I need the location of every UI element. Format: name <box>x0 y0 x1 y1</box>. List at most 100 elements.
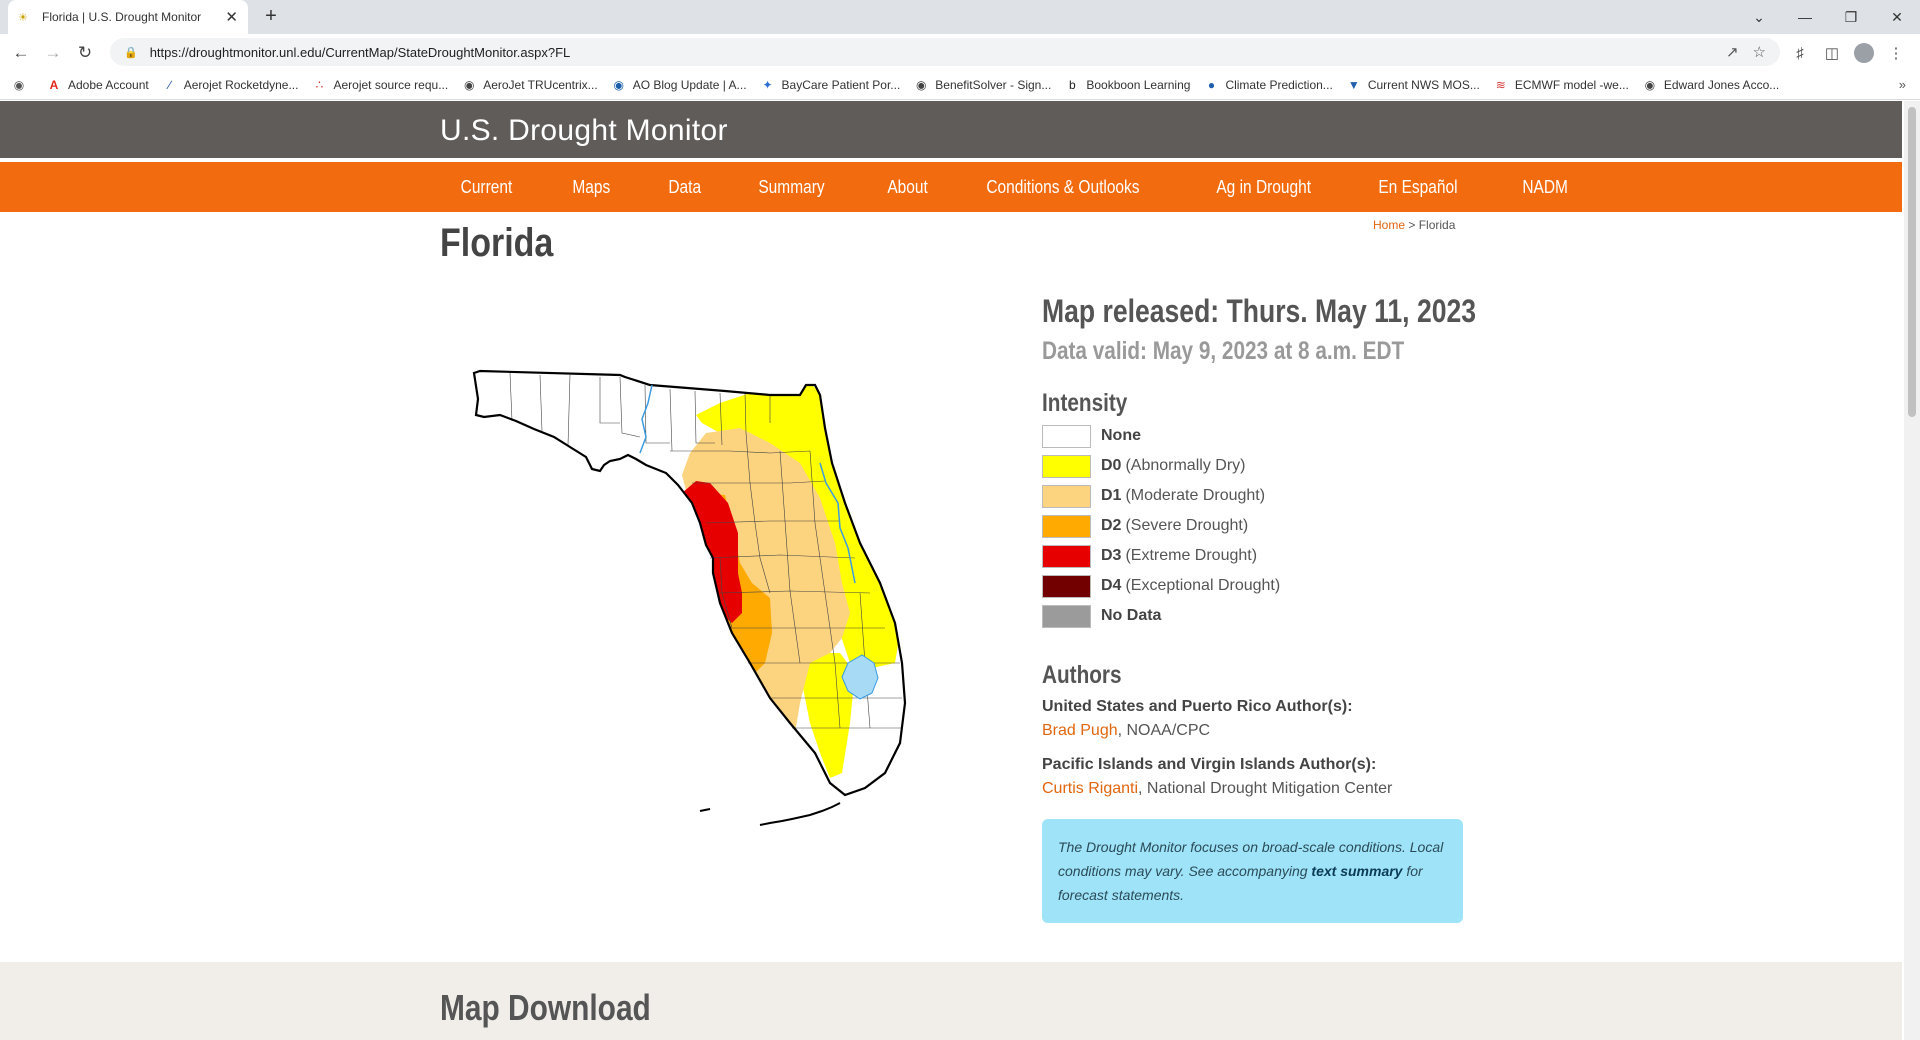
nav-item-nadm[interactable]: NADM <box>1522 176 1569 197</box>
nav-item-data[interactable]: Data <box>668 176 702 197</box>
bookmark-star-icon[interactable]: ☆ <box>1752 44 1766 61</box>
st-johns-river <box>819 462 856 584</box>
back-button[interactable]: ← <box>12 43 30 62</box>
map-d0-south-area <box>800 653 855 778</box>
dots-icon: ∴ <box>315 77 324 92</box>
florida-drought-map[interactable] <box>470 333 1010 853</box>
intensity-legend: None D0 (Abnormally Dry) D1 (Moderate Drough… <box>1042 421 1280 631</box>
extensions-icon[interactable]: ♯ <box>1796 44 1804 62</box>
bookmark-label: BayCare Patient Por... <box>781 77 901 92</box>
breadcrumb-home-link[interactable]: Home <box>1373 218 1406 232</box>
bookmark-apps[interactable]: ◉ <box>12 78 33 92</box>
bookmark-item[interactable]: ● Climate Prediction... <box>1204 77 1333 92</box>
scrollbar-thumb[interactable] <box>1908 107 1916 417</box>
legend-item: D0 (Abnormally Dry) <box>1042 451 1280 481</box>
us-author-link[interactable]: Brad Pugh <box>1042 722 1118 739</box>
tab-search-chevron-icon[interactable]: ⌄ <box>1753 8 1765 25</box>
pi-authors-label: Pacific Islands and Virgin Islands Autho… <box>1042 756 1377 773</box>
page-scrollbar[interactable] <box>1904 101 1920 1040</box>
minimize-button[interactable]: — <box>1798 9 1812 25</box>
reload-button[interactable]: ↻ <box>77 43 93 62</box>
bookmark-label: AeroJet TRUcentrix... <box>483 77 598 92</box>
bookmark-item[interactable]: ∕ Aerojet Rocketdyne... <box>163 78 299 92</box>
legend-swatch <box>1042 544 1091 568</box>
page-title: Florida <box>440 221 554 265</box>
drought-monitor-favicon-icon: ☀ <box>18 11 28 24</box>
bookmark-item[interactable]: ≋ ECMWF model -we... <box>1494 78 1629 92</box>
new-tab-button[interactable]: + <box>265 5 277 27</box>
site-header: U.S. Drought Monitor <box>0 101 1902 158</box>
nav-item-conditions-outlooks[interactable]: Conditions & Outlooks <box>986 176 1140 197</box>
url-text: https://droughtmonitor.unl.edu/CurrentMa… <box>149 44 571 60</box>
globe-icon: ◉ <box>1644 77 1656 92</box>
bookmark-item[interactable]: ◉ AeroJet TRUcentrix... <box>462 77 598 92</box>
header-divider <box>0 158 1902 162</box>
pi-author-org: , National Drought Mitigation Center <box>1138 780 1393 797</box>
tab-title: Florida | U.S. Drought Monitor <box>42 10 202 24</box>
bookmark-item[interactable]: A Adobe Account <box>47 78 149 92</box>
florida-keys <box>699 802 841 826</box>
us-author-org: , NOAA/CPC <box>1117 722 1211 739</box>
bookmark-item[interactable]: ◉ Edward Jones Acco... <box>1643 77 1780 92</box>
legend-code: D2 <box>1101 517 1122 534</box>
site-title[interactable]: U.S. Drought Monitor <box>440 114 728 147</box>
profile-button[interactable] <box>1851 40 1877 66</box>
browser-tab[interactable]: ☀ Florida | U.S. Drought Monitor ✕ <box>8 0 248 34</box>
bookmarks-bar: ◉ A Adobe Account ∕ Aerojet Rocketdyne... ∴ A… <box>0 70 1920 100</box>
address-bar[interactable]: 🔒 https://droughtmonitor.unl.edu/Current… <box>110 38 1780 66</box>
bookmark-label: Adobe Account <box>68 77 149 92</box>
bookmark-item[interactable]: ✦ BayCare Patient Por... <box>761 78 901 92</box>
bookmark-item[interactable]: ▼ Current NWS MOS... <box>1347 78 1480 92</box>
legend-description: (Extreme Drought) <box>1125 547 1258 564</box>
pi-authors-block: Pacific Islands and Virgin Islands Autho… <box>1042 756 1392 798</box>
close-window-button[interactable]: ✕ <box>1891 8 1903 25</box>
pi-author-link[interactable]: Curtis Riganti <box>1042 780 1139 797</box>
nav-item-about[interactable]: About <box>887 176 928 197</box>
breadcrumb: Home > Florida <box>1373 218 1455 232</box>
restore-button[interactable]: ❐ <box>1844 8 1858 25</box>
nav-item-summary[interactable]: Summary <box>758 176 825 197</box>
legend-description: (Severe Drought) <box>1125 517 1249 534</box>
legend-code: No Data <box>1101 607 1162 624</box>
nav-item-ag-in-drought[interactable]: Ag in Drought <box>1216 176 1312 197</box>
bookmark-item[interactable]: ◉ BenefitSolver - Sign... <box>914 78 1051 92</box>
authors-heading: Authors <box>1042 661 1122 689</box>
legend-code: D4 <box>1101 577 1122 594</box>
legend-code: D0 <box>1101 457 1122 474</box>
bookmark-item[interactable]: ∴ Aerojet source requ... <box>312 77 449 92</box>
bookmark-item[interactable]: b Bookboon Learning <box>1065 78 1190 92</box>
legend-description: (Exceptional Drought) <box>1125 577 1281 594</box>
nav-item-en-espa-ol[interactable]: En Español <box>1378 176 1458 197</box>
bookmark-item[interactable]: ◉ AO Blog Update | A... <box>612 77 746 92</box>
nav-item-maps[interactable]: Maps <box>572 176 611 197</box>
globe-icon: ◉ <box>613 77 624 92</box>
bookmark-label: ECMWF model -we... <box>1514 77 1629 92</box>
side-panel-icon[interactable]: ◫ <box>1824 45 1840 62</box>
info-text-pre: The Drought Monitor focuses on broad-sca… <box>1058 839 1444 879</box>
bookmark-label: Aerojet Rocketdyne... <box>183 77 299 92</box>
breadcrumb-current: Florida <box>1418 218 1456 232</box>
nws-icon: ▼ <box>1347 77 1360 92</box>
menu-dots-icon[interactable]: ⋮ <box>1888 45 1904 62</box>
legend-item: None <box>1042 421 1280 451</box>
lake-okeechobee <box>841 654 879 700</box>
legend-code: None <box>1101 427 1141 444</box>
tab-close-icon[interactable]: ✕ <box>225 9 238 26</box>
forward-button[interactable]: → <box>44 43 62 62</box>
nav-item-current[interactable]: Current <box>460 176 513 197</box>
noaa-icon: ● <box>1207 77 1216 92</box>
legend-code: D1 <box>1101 487 1122 504</box>
bookmark-label: BenefitSolver - Sign... <box>935 77 1052 92</box>
browser-tab-bar: ☀ Florida | U.S. Drought Monitor ✕ + ⌄ —… <box>0 0 1920 34</box>
text-summary-link[interactable]: text summary <box>1311 863 1403 879</box>
more-bookmarks-icon[interactable]: » <box>1898 77 1906 92</box>
share-icon[interactable]: ↗ <box>1725 44 1739 61</box>
florida-state-outline <box>472 369 907 797</box>
apalachicola-river <box>639 384 653 454</box>
browser-toolbar: ← → ↻ 🔒 https://droughtmonitor.unl.edu/C… <box>0 34 1920 70</box>
map-download-heading: Map Download <box>440 987 651 1028</box>
bookmark-label: Current NWS MOS... <box>1367 77 1480 92</box>
b-icon: b <box>1069 77 1076 92</box>
globe-icon: ◉ <box>463 77 475 92</box>
data-valid-date: Data valid: May 9, 2023 at 8 a.m. EDT <box>1042 337 1405 365</box>
